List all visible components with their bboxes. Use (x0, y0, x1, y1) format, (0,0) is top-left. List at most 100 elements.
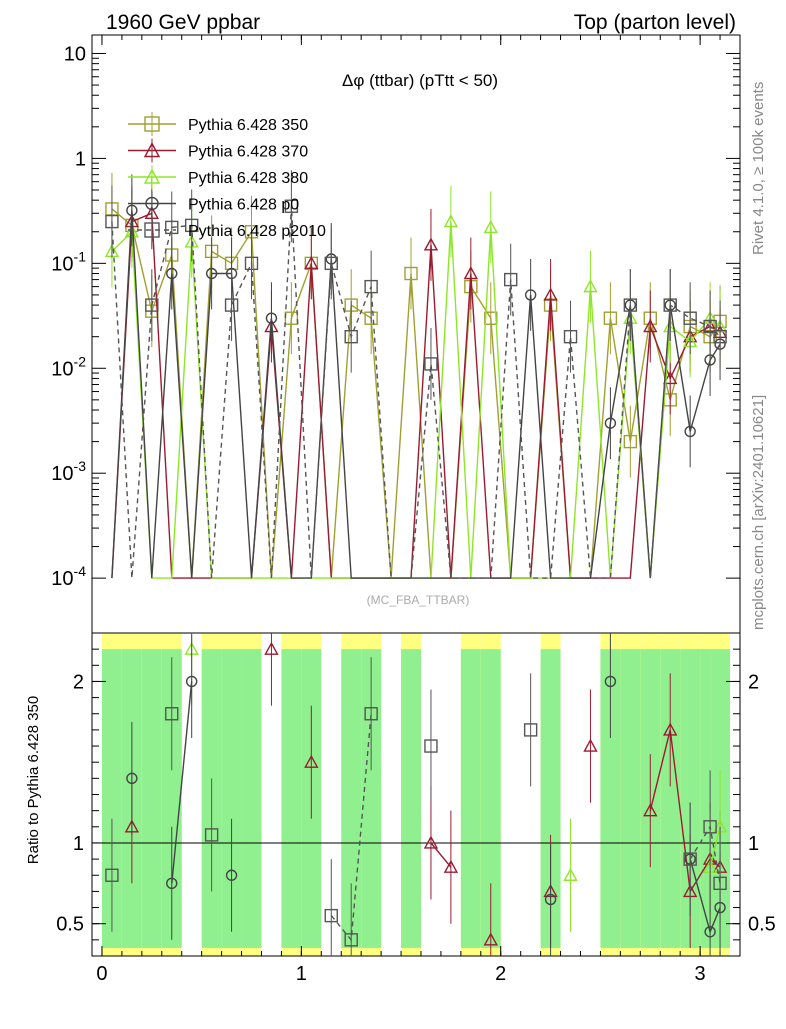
data-point-marker (344, 329, 358, 344)
ratio-line-1 (709, 826, 721, 868)
ratio-tick-label-right: 1 (748, 833, 759, 855)
data-point-marker (443, 214, 459, 228)
y-tick-label: 10-2 (51, 353, 86, 380)
data-point-marker (683, 852, 697, 866)
series-line-4 (111, 206, 721, 579)
ratio-band-green (480, 649, 501, 948)
legend-entry-label: Pythia 6.428 350 (188, 117, 308, 134)
data-point-marker (364, 707, 378, 721)
data-point-marker (126, 772, 138, 785)
data-point-marker (603, 311, 618, 325)
legend-entry-label: Pythia 6.428 p2010 (188, 223, 326, 240)
x-tick-label: 3 (695, 963, 706, 985)
data-point-marker (105, 868, 119, 882)
axes: 0 1 2 3 10 1 10-1 10-2 10-3 10-4 2 2 1 1 0.5 0.5 (51, 34, 776, 985)
data-point-marker (423, 835, 439, 849)
data-point-marker (713, 329, 727, 344)
header-left: 1960 GeV ppbar (106, 11, 260, 34)
ratio-band-green (620, 649, 641, 948)
data-point-marker (423, 237, 439, 251)
data-point-marker (265, 312, 278, 324)
data-point-marker (483, 932, 498, 946)
y-tick-label: 10-3 (51, 458, 86, 485)
data-point-marker (684, 425, 696, 438)
data-point-marker (344, 933, 358, 947)
data-point-marker (304, 754, 319, 768)
data-point-marker (364, 279, 378, 294)
ratio-tick-label: 0.5 (56, 914, 84, 936)
data-point-marker (165, 220, 179, 235)
data-point-marker (224, 298, 239, 312)
x-tick-label: 1 (296, 963, 307, 985)
data-point-marker (623, 434, 638, 449)
data-point-marker (663, 722, 678, 736)
data-point-marker (205, 267, 218, 280)
data-point-marker (324, 908, 338, 923)
ratio-band-green (401, 649, 421, 948)
data-point-marker (703, 820, 717, 834)
data-point-marker (424, 739, 438, 753)
data-point-marker (604, 417, 617, 429)
ratio-band-green (101, 649, 122, 948)
ratio-band-green (660, 649, 681, 948)
data-point-marker (623, 298, 638, 312)
data-point-marker (643, 803, 658, 817)
ratio-band-green (341, 649, 362, 948)
data-point-marker (523, 723, 538, 737)
data-point-marker (583, 279, 598, 293)
data-point-marker (524, 289, 537, 301)
data-point-marker (643, 319, 658, 333)
data-point-marker (713, 876, 727, 891)
data-point-marker (683, 311, 697, 325)
legend-entry-label: Pythia 6.428 370 (188, 144, 308, 161)
ratio-tick-label-right: 0.5 (748, 914, 776, 936)
y-tick-label: 10-1 (51, 248, 86, 275)
ratio-tick-label-right: 2 (748, 671, 759, 693)
data-point-marker (185, 675, 198, 688)
x-tick-label: 0 (96, 963, 107, 985)
ratio-line-2 (171, 681, 193, 884)
ratio-layer (105, 633, 728, 956)
data-point-marker (225, 869, 238, 881)
data-point-marker (563, 867, 578, 881)
ratio-band-green (241, 649, 262, 948)
data-point-marker (284, 199, 299, 213)
data-point-marker (105, 214, 119, 229)
y-tick-label: 10 (64, 43, 86, 65)
ratio-band-green (460, 649, 481, 948)
data-point-marker (304, 255, 319, 270)
data-point-marker (543, 287, 558, 301)
data-point-marker (404, 266, 418, 281)
data-point-marker (663, 370, 678, 385)
data-point-marker (165, 707, 179, 721)
y-tick-label: 10-4 (51, 563, 86, 590)
legend: Pythia 6.428 350 Pythia 6.428 370 Pythia 6… (128, 112, 326, 242)
data-point-marker (424, 357, 438, 371)
data-point-marker (184, 218, 199, 233)
series-line-3 (111, 210, 721, 579)
ratio-band-green (680, 649, 701, 948)
ratio-line-0 (430, 842, 452, 868)
data-point-marker (704, 926, 716, 938)
header-right: Top (parton level) (574, 11, 736, 34)
data-point-marker (144, 116, 160, 132)
data-point-marker (663, 298, 677, 312)
data-point-marker (583, 738, 598, 752)
y-tick-label: 1 (75, 148, 86, 170)
ratio-band-green (161, 649, 182, 948)
data-point-marker (144, 222, 160, 238)
data-point-marker (166, 877, 178, 890)
data-point-marker (443, 859, 459, 873)
data-point-marker (604, 675, 617, 688)
data-point-marker (563, 329, 578, 344)
data-point-marker (483, 219, 498, 234)
ratio-tick-label: 2 (73, 671, 84, 693)
legend-entry-label: Pythia 6.428 p0 (188, 197, 299, 214)
data-point-marker (504, 272, 518, 287)
watermark: (MC_FBA_TTBAR) (367, 593, 470, 607)
ratio-ylabel: Ratio to Pythia 6.428 350 (25, 696, 42, 864)
data-point-marker (264, 641, 279, 655)
data-point-marker (703, 319, 717, 334)
rivet-label: Rivet 4.1.0, ≥ 100k events (750, 82, 767, 255)
